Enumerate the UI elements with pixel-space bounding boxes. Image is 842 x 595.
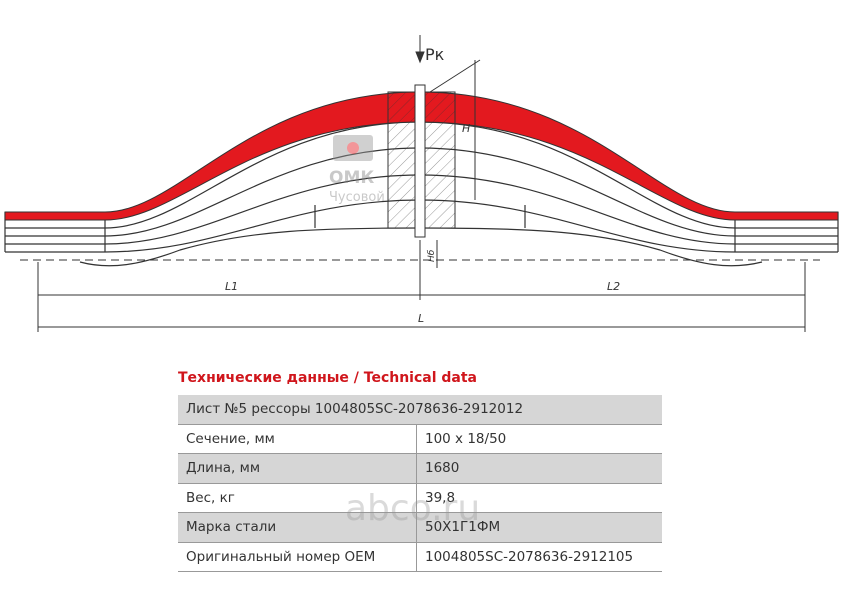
logo-city: Чусовой — [329, 190, 385, 205]
cell: Сечение, мм — [178, 424, 417, 454]
table-row: Оригинальный номер OEM 1004805SC-2078636-… — [178, 542, 662, 572]
cell: Оригинальный номер OEM — [178, 542, 417, 572]
l1-label: L1 — [225, 280, 238, 293]
cell: Лист №5 рессоры 1004805SC-2078636-291201… — [178, 395, 662, 425]
cell: 1004805SC-2078636-2912105 — [416, 542, 662, 572]
watermark: abco.ru — [345, 488, 481, 529]
table-row: Марка стали 50Х1Г1ФМ — [178, 512, 662, 543]
logo: ОМК Чусовой — [329, 135, 385, 205]
table-row: Вес, кг 39,8 — [178, 483, 662, 513]
table-row: Лист №5 рессоры 1004805SC-2078636-291201… — [178, 395, 662, 425]
cell: Длина, мм — [178, 453, 417, 484]
dimension-labels: Рк H Hб L1 L2 L — [225, 45, 620, 325]
height-label: H — [462, 122, 470, 135]
cell: 50Х1Г1ФМ — [416, 512, 662, 543]
cell: 1680 — [416, 453, 662, 484]
l-label: L — [418, 312, 424, 325]
logo-name: ОМК — [329, 168, 374, 188]
table-row: Сечение, мм 100 x 18/50 — [178, 424, 662, 454]
table-row: Длина, мм 1680 — [178, 453, 662, 484]
center-bolt — [414, 84, 426, 238]
table-title: Технические данные / Technical data — [178, 370, 478, 386]
cell: Марка стали — [178, 512, 417, 543]
cell: Вес, кг — [178, 483, 417, 513]
dimensions — [20, 35, 820, 332]
l2-label: L2 — [607, 280, 620, 293]
cell: 39,8 — [416, 483, 662, 513]
spring-drawing: Рк H Hб L1 L2 L ОМК Чусовой — [4, 35, 839, 332]
base-height-label: Hб — [427, 249, 437, 262]
cell: 100 x 18/50 — [416, 424, 662, 454]
load-label: Рк — [425, 45, 445, 64]
tech-table: Лист №5 рессоры 1004805SC-2078636-291201… — [178, 395, 662, 572]
